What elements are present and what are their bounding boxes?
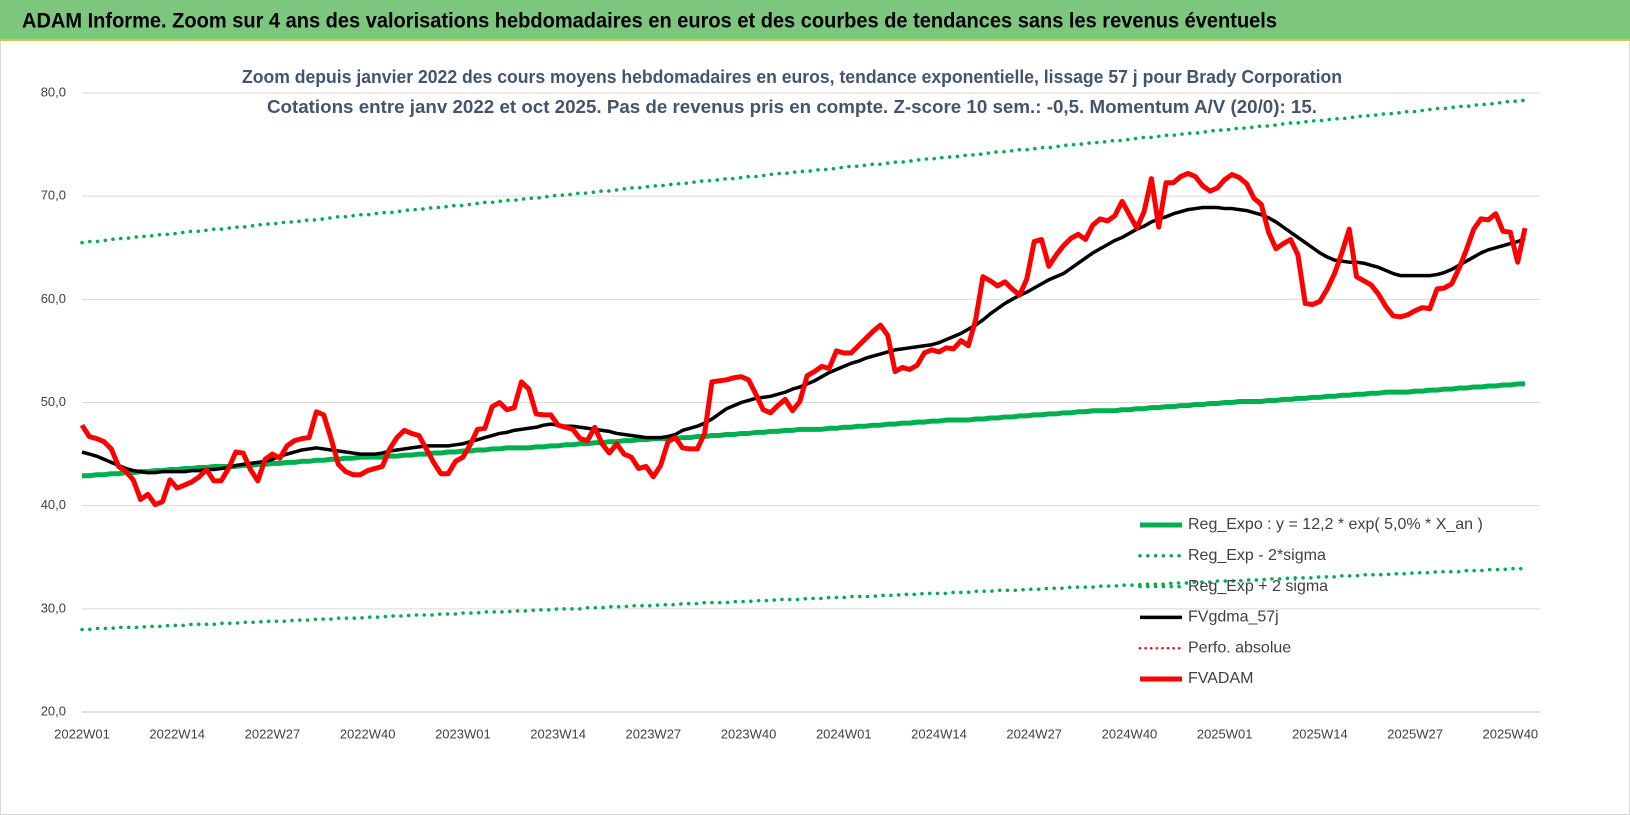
x-tick-label: 2025W14 — [1292, 726, 1348, 741]
plot-lines — [79, 98, 1528, 632]
legend-label: FVADAM — [1188, 670, 1253, 687]
chart-subtitle: Cotations entre janv 2022 et oct 2025. P… — [267, 97, 1317, 117]
series-line — [79, 170, 1528, 508]
legend-label: Perfo. absolue — [1188, 639, 1291, 656]
x-tick-label: 2025W27 — [1387, 726, 1443, 741]
x-tick-label: 2022W27 — [245, 726, 301, 741]
x-tick-label: 2023W01 — [435, 726, 491, 741]
y-tick-label: 60,0 — [41, 291, 66, 306]
x-tick-label: 2024W01 — [816, 726, 872, 741]
y-tick-label: 80,0 — [41, 84, 66, 99]
x-tick-label: 2024W40 — [1102, 726, 1158, 741]
legend-label: Reg_Expo : y = 12,2 * exp( 5,0% * X_an ) — [1188, 516, 1483, 533]
x-tick-label: 2024W14 — [911, 726, 967, 741]
y-tick-label: 50,0 — [41, 394, 66, 409]
header-bar — [0, 0, 1630, 40]
x-tick-label: 2025W01 — [1197, 726, 1253, 741]
x-tick-label: 2022W14 — [149, 726, 205, 741]
x-tick-label: 2023W27 — [626, 726, 682, 741]
y-tick-label: 30,0 — [41, 600, 66, 615]
y-tick-label: 40,0 — [41, 497, 66, 512]
x-tick-label: 2022W40 — [340, 726, 396, 741]
x-tick-label: 2023W14 — [530, 726, 586, 741]
legend-label: Reg_Exp - 2*sigma — [1188, 547, 1326, 564]
series-line — [82, 381, 1525, 479]
legend-label: Reg_Exp + 2 sigma — [1188, 578, 1328, 595]
series-line — [80, 98, 1527, 245]
series-line — [80, 566, 1527, 632]
x-tick-label: 2022W01 — [54, 726, 110, 741]
chart-title: Zoom depuis janvier 2022 des cours moyen… — [242, 67, 1342, 87]
x-tick-label: 2023W40 — [721, 726, 777, 741]
y-tick-label: 20,0 — [41, 703, 66, 718]
header-title: ADAM Informe. Zoom sur 4 ans des valoris… — [22, 10, 1277, 33]
x-tick-label: 2024W27 — [1006, 726, 1062, 741]
y-tick-label: 70,0 — [41, 188, 66, 203]
legend-label: FVgdma_57j — [1188, 609, 1279, 626]
x-tick-label: 2025W40 — [1483, 726, 1539, 741]
grid: 20,0 30,0 40,0 50,0 60,0 70,0 80,0 2022W01 2022W… — [41, 84, 1540, 741]
legend: Reg_Expo : y = 12,2 * exp( 5,0% * X_an )… — [1138, 516, 1483, 687]
